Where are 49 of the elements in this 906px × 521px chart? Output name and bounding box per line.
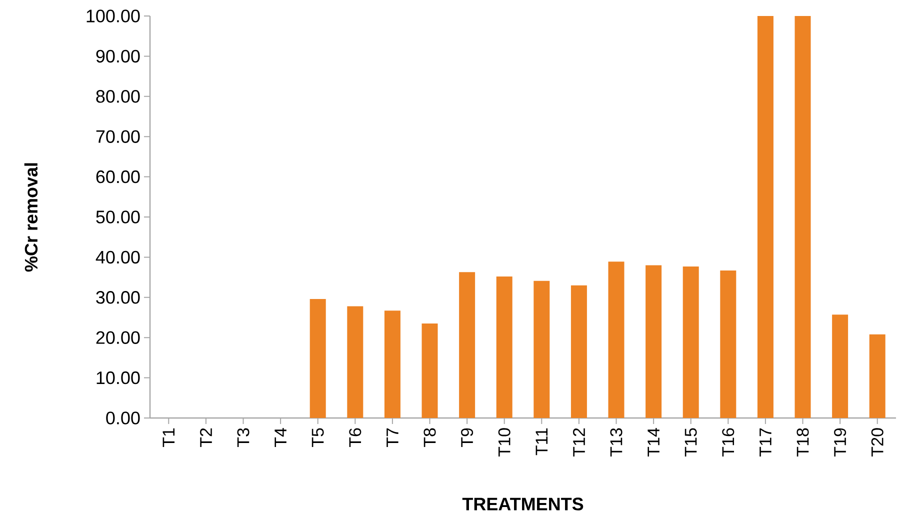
- x-tick-label: T4: [274, 428, 286, 447]
- bar: [459, 272, 476, 418]
- bar: [384, 310, 400, 418]
- y-axis-title: %Cr removal: [24, 163, 38, 272]
- x-tick-label: T14: [648, 428, 660, 456]
- x-tick-label: T18: [796, 428, 809, 456]
- bar: [869, 334, 886, 418]
- y-tick-label: 30.00: [96, 291, 140, 304]
- y-tick-label: 0.00: [106, 412, 140, 424]
- x-tick-label: T6: [349, 428, 362, 447]
- x-tick-label: T20: [871, 428, 884, 456]
- x-tick-label: T15: [684, 428, 697, 456]
- x-tick-label: T3: [237, 428, 250, 447]
- bar: [720, 270, 736, 418]
- y-tick-label: 40.00: [96, 250, 140, 264]
- x-tick-label: T1: [162, 428, 174, 447]
- bar: [347, 306, 364, 418]
- bar: [832, 314, 848, 418]
- y-tick-label: 10.00: [96, 371, 140, 384]
- y-tick-label: 90.00: [96, 50, 140, 63]
- bar: [794, 16, 811, 418]
- x-tick-label: T13: [610, 428, 622, 456]
- y-tick-label: 60.00: [96, 170, 140, 184]
- x-tick-label: T12: [573, 428, 585, 456]
- bar: [570, 285, 587, 418]
- x-tick-label: T9: [461, 428, 474, 447]
- x-tick-label: T19: [834, 428, 846, 456]
- x-tick-label: T5: [312, 428, 324, 447]
- bar: [310, 299, 326, 418]
- bar: [757, 16, 774, 418]
- x-axis-title: TREATMENTS: [462, 498, 584, 510]
- x-tick-label: T2: [200, 428, 212, 447]
- bar: [646, 265, 662, 418]
- x-tick-label: T10: [498, 428, 510, 456]
- y-tick-label: 100.00: [86, 10, 140, 22]
- bar: [608, 262, 624, 418]
- x-tick-label: T17: [760, 428, 772, 456]
- bar: [534, 280, 550, 418]
- y-tick-label: 20.00: [96, 331, 140, 344]
- x-tick-label: T8: [424, 428, 436, 447]
- y-tick-label: 70.00: [96, 130, 140, 143]
- x-tick-label: T7: [386, 428, 398, 447]
- bar: [496, 276, 512, 418]
- x-tick-label: T16: [722, 428, 734, 456]
- x-tick-label: T11: [536, 428, 548, 456]
- bar: [682, 266, 699, 418]
- y-tick-label: 50.00: [96, 210, 140, 224]
- y-tick-label: 80.00: [96, 90, 140, 103]
- bar: [422, 324, 438, 418]
